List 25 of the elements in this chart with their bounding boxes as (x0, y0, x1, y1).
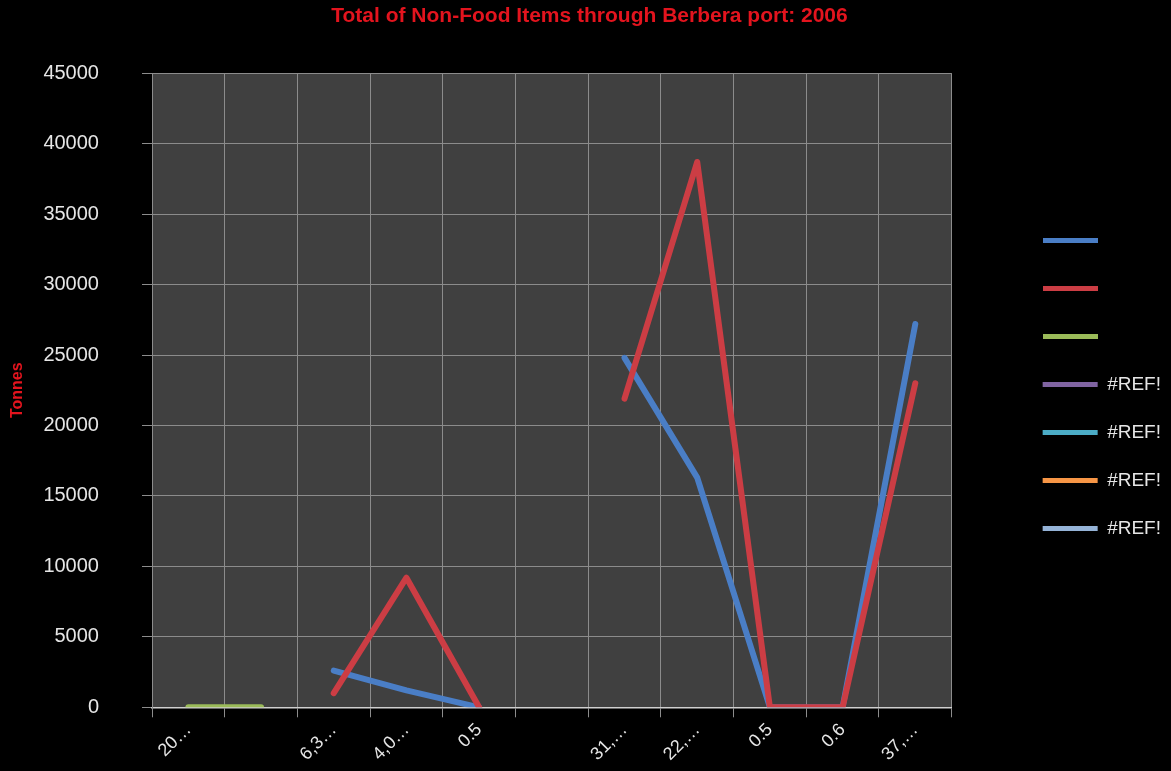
legend-label: #REF! (1107, 516, 1162, 538)
x-tick-label: 37,… (877, 719, 922, 764)
y-tick-label: 30000 (43, 272, 99, 295)
legend-label: #REF! (1107, 372, 1162, 394)
y-tick-label: 0 (87, 694, 99, 717)
x-tick-label: 0.5 (453, 719, 486, 751)
y-tick-label: 20000 (43, 413, 99, 435)
x-tick-label: 4,0… (368, 719, 413, 764)
legend-label: #REF! (1107, 468, 1162, 490)
y-tick-label: 10000 (43, 553, 99, 576)
y-tick-label: 15000 (43, 483, 99, 506)
y-tick-label: 40000 (43, 131, 99, 154)
y-tick-label: 25000 (43, 342, 99, 365)
x-tick-label: 6,3… (295, 719, 341, 764)
x-tick-label: 22,… (658, 719, 704, 764)
legend-label: #REF! (1107, 420, 1162, 442)
x-tick-label: 31,… (586, 719, 631, 764)
y-tick-label: 35000 (43, 201, 99, 224)
y-axis-title: Tonnes (8, 362, 26, 419)
chart-title: Total of Non-Food Items through Berbera port: 2006 (331, 3, 848, 27)
y-tick-label: 5000 (54, 624, 99, 647)
x-tick-label: 20… (153, 719, 195, 761)
x-tick-label: 0.5 (744, 719, 777, 751)
x-tick-label: 0.6 (817, 719, 849, 751)
y-tick-label: 45000 (43, 60, 99, 83)
